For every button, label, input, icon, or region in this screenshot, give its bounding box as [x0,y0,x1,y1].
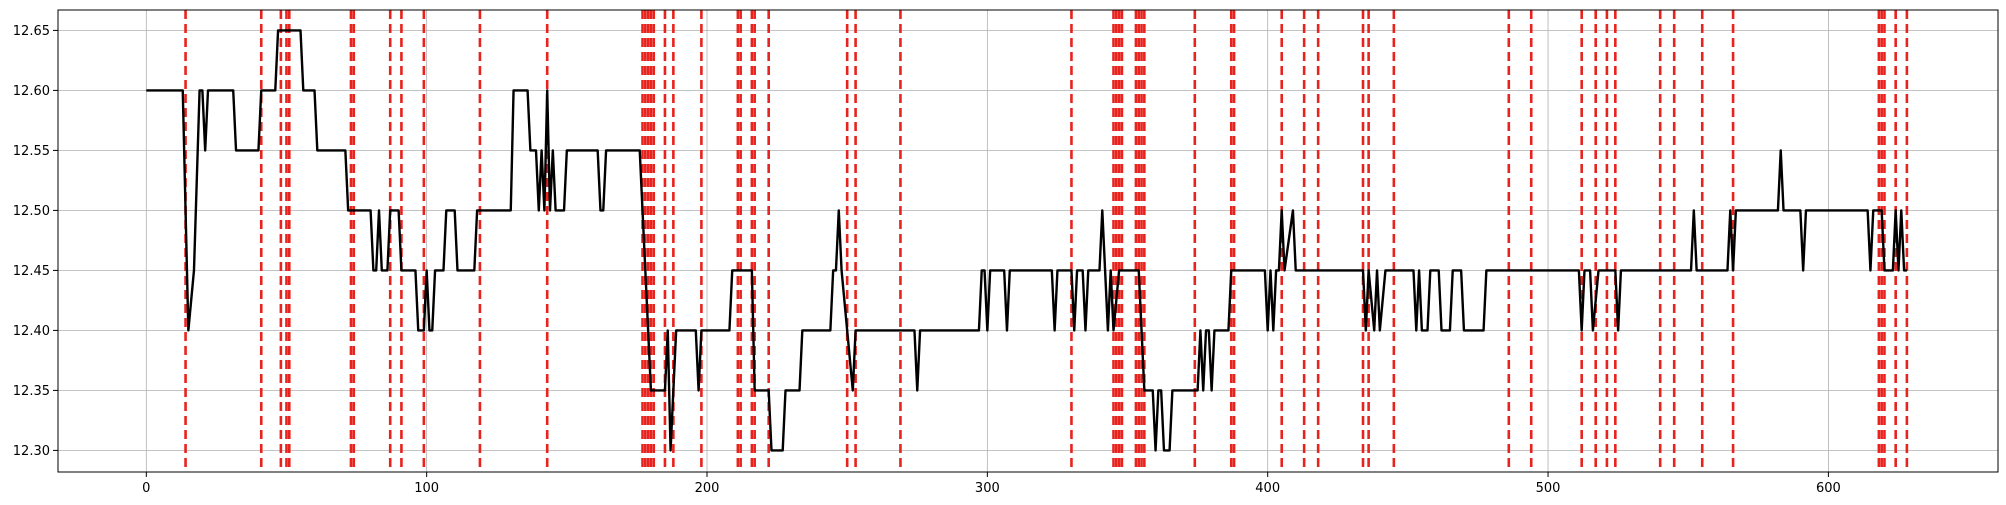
x-tick-label: 300 [975,481,1000,496]
grid-lines [58,10,1998,472]
y-tick-label: 12.65 [13,24,50,39]
x-tick-label: 400 [1255,481,1280,496]
y-tick-label: 12.40 [13,324,50,339]
x-tick-label: 100 [414,481,439,496]
y-tick-label: 12.55 [13,144,50,159]
x-tick-label: 0 [142,481,150,496]
x-tick-label: 200 [695,481,720,496]
y-tick-label: 12.60 [13,84,50,99]
y-tick-label: 12.30 [13,444,50,459]
y-axis: 12.30 12.35 12.40 12.45 12.50 12.55 12.60 12.65 [13,24,58,459]
event-markers [184,10,1909,472]
x-tick-label: 600 [1816,481,1841,496]
series-group [146,29,1907,452]
x-tick-label: 500 [1536,481,1561,496]
y-tick-label: 12.50 [13,204,50,219]
plot-area-frame [57,9,1999,473]
x-axis: 0 100 200 300 400 500 600 [142,472,1841,496]
y-tick-label: 12.45 [13,264,50,279]
y-tick-label: 12.35 [13,384,50,399]
series-line [146,29,1907,452]
